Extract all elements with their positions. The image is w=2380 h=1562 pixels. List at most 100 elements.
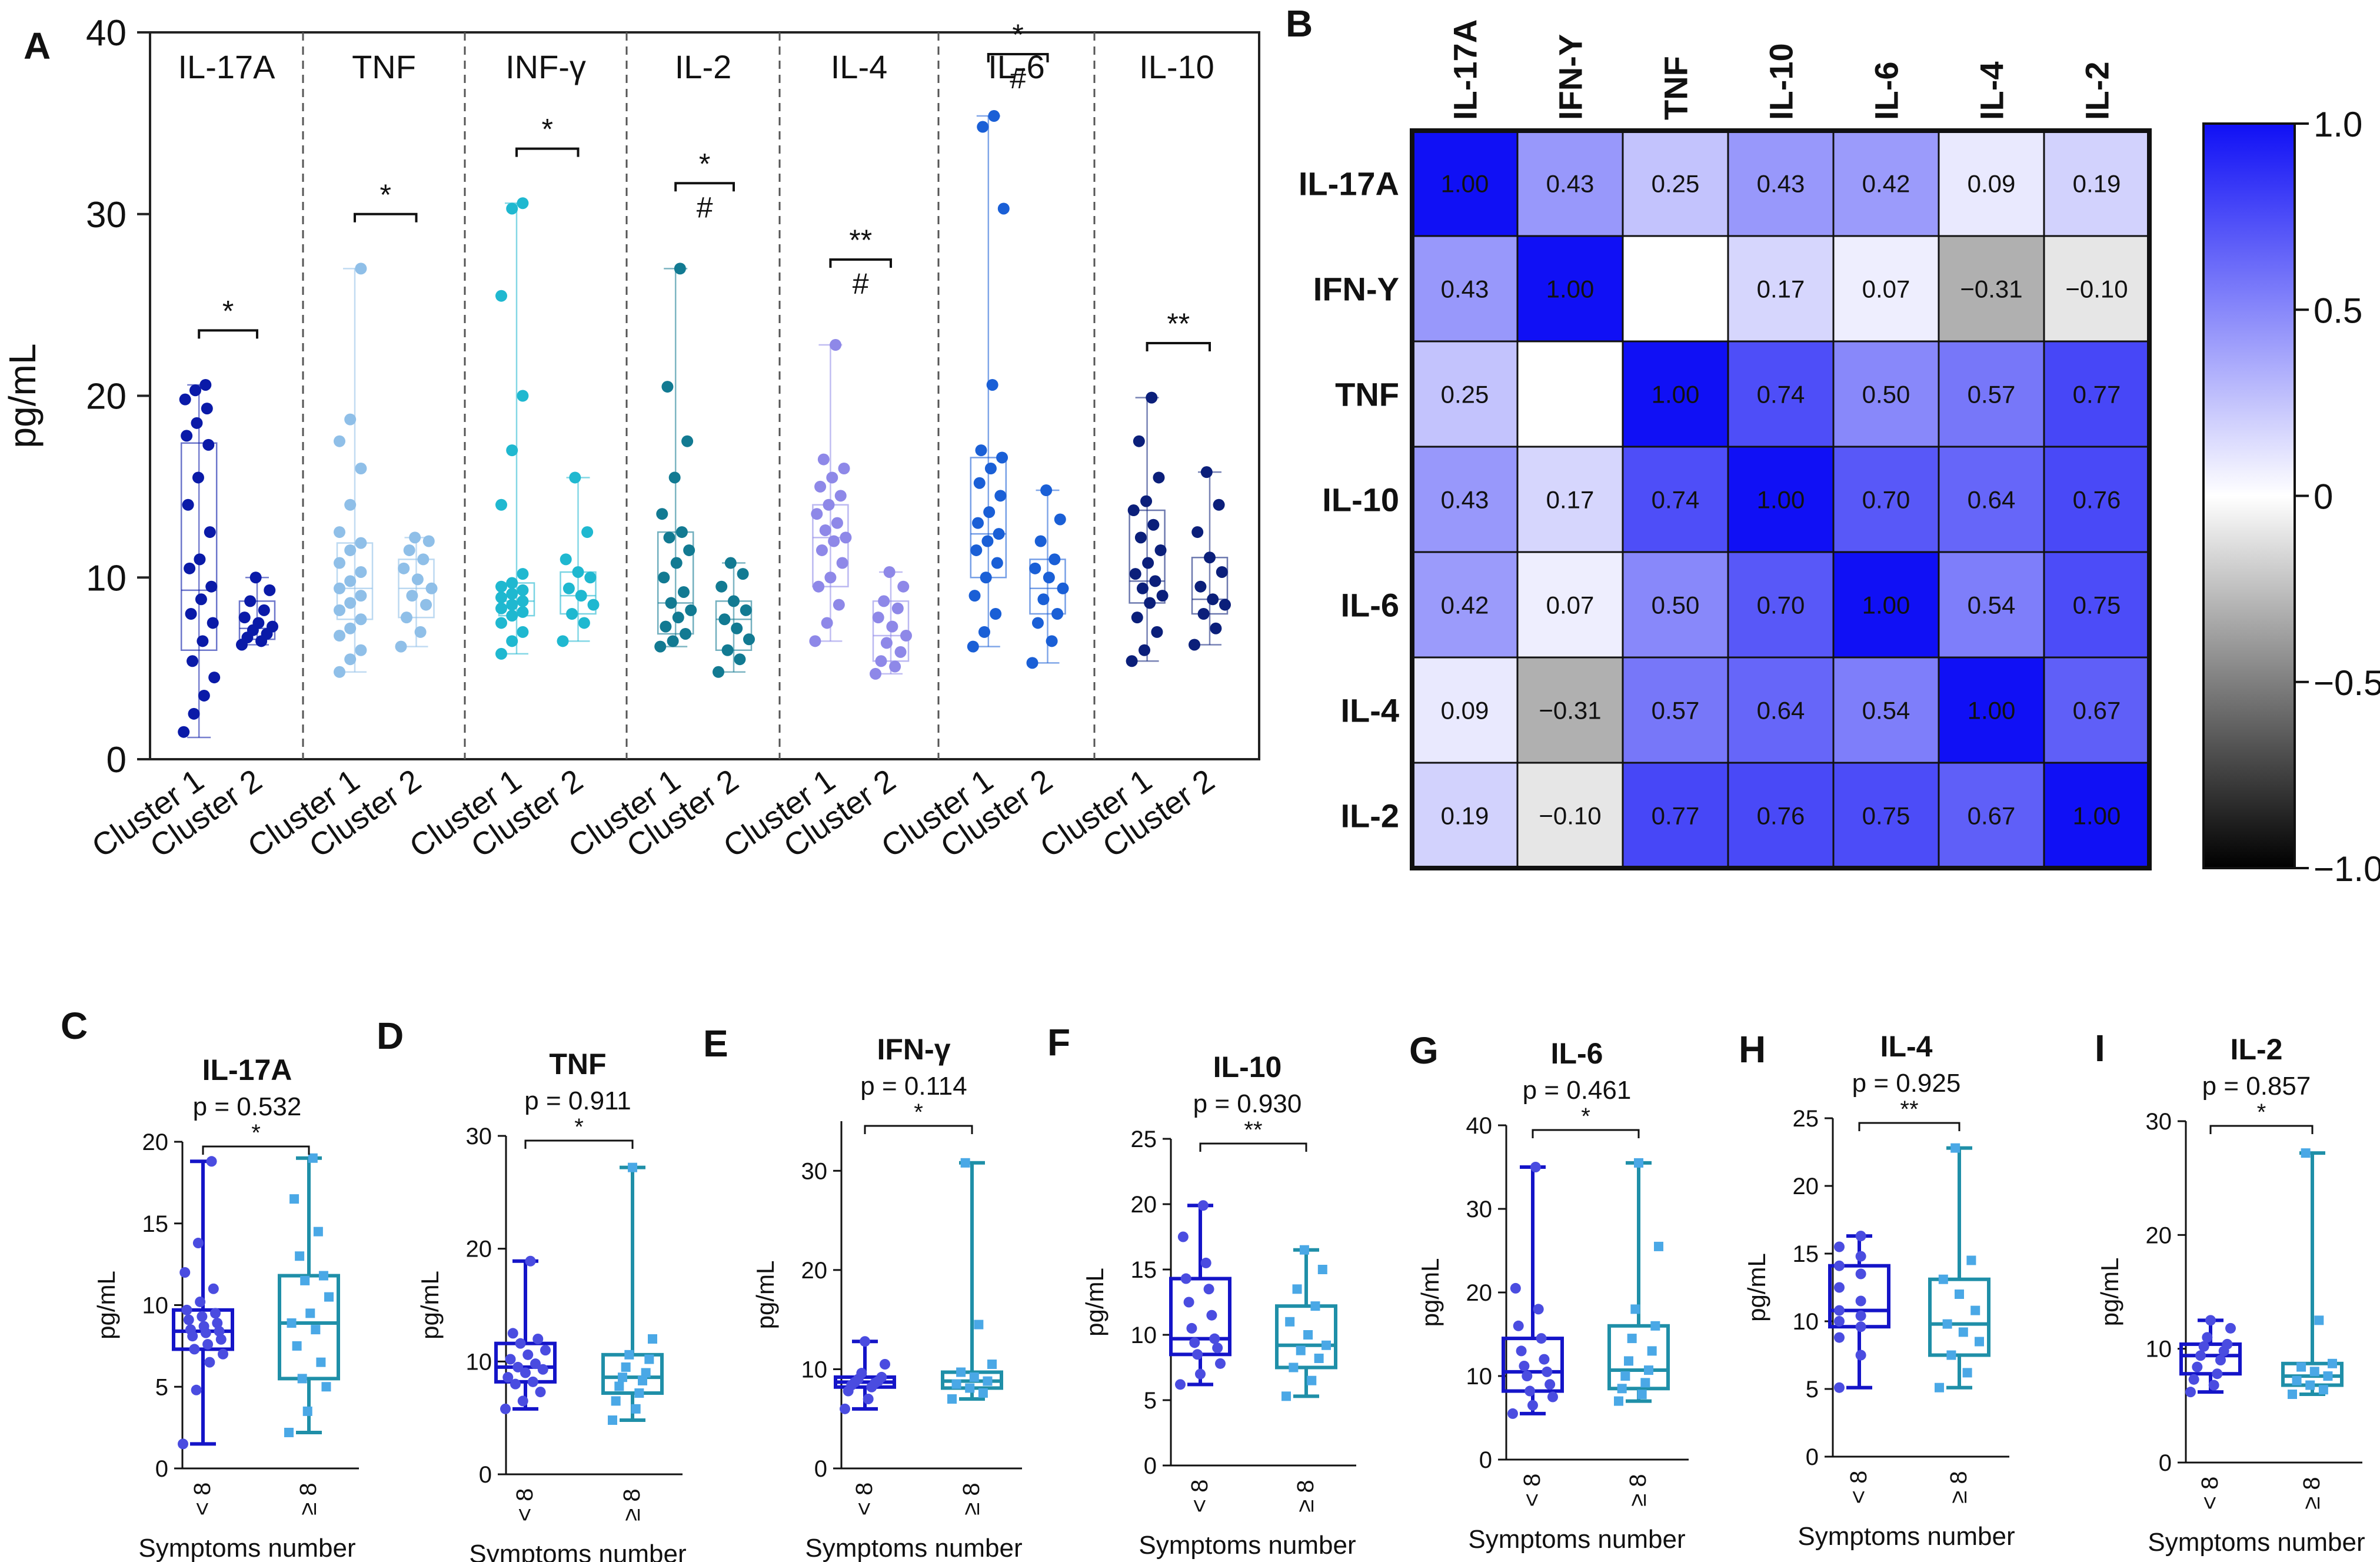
y-tick-label: 20: [142, 1129, 169, 1155]
data-point: [1054, 513, 1066, 526]
data-point: [960, 1158, 970, 1168]
data-point: [740, 604, 752, 616]
data-point: [569, 471, 581, 484]
significance-bracket: [2209, 1125, 2314, 1134]
heatmap-cell: [1832, 235, 1940, 343]
data-point: [1200, 1257, 1211, 1268]
data-point: [334, 666, 345, 678]
box: [336, 542, 374, 620]
heatmap-value: 1.00: [1441, 170, 1489, 198]
heatmap-value: 0.42: [1441, 591, 1489, 619]
y-tick-label: 10: [142, 1293, 169, 1319]
heatmap-cell: [1622, 446, 1729, 553]
data-point: [495, 290, 507, 302]
x-axis-label: Symptoms number: [1468, 1525, 1685, 1554]
data-point: [1516, 1345, 1527, 1357]
heatmap-cell: [1411, 446, 1519, 553]
heatmap-col-label: IL-17A: [1447, 19, 1484, 120]
data-point: [1127, 504, 1140, 517]
heatmap-value: 0.43: [1757, 170, 1805, 198]
data-point: [984, 463, 997, 474]
heatmap-row-label: IFN-Y: [1313, 271, 1399, 308]
data-point: [1026, 657, 1038, 669]
data-point: [1149, 575, 1161, 587]
data-point: [1834, 1316, 1845, 1327]
heatmap-cell: [1516, 551, 1624, 659]
data-point: [1507, 1408, 1518, 1419]
y-tick-label: 30: [466, 1124, 492, 1149]
p-value: p = 0.911: [524, 1086, 631, 1115]
data-point: [1133, 435, 1145, 447]
data-point: [2185, 1387, 2196, 1398]
panel-label-B: B: [1286, 2, 1313, 45]
data-point: [1955, 1290, 1964, 1299]
data-point: [972, 517, 984, 529]
y-axis-label: pg/mL: [92, 1271, 120, 1340]
heatmap-value: 0.75: [2073, 591, 2121, 619]
data-point: [414, 626, 427, 638]
data-point: [1207, 593, 1219, 606]
data-point: [978, 626, 990, 638]
data-point: [815, 544, 828, 556]
data-point: [836, 557, 848, 569]
panel-f: 0 5 10 15 20 25 pg/mL IL-10 p = 0.930 < 8 ≥ 8 ** Sym…: [1081, 1051, 1356, 1560]
x-axis-label: Symptoms number: [1798, 1522, 2015, 1551]
data-point: [201, 403, 213, 415]
data-point: [993, 528, 1005, 540]
heatmap-value: 0.43: [1441, 275, 1489, 303]
data-point: [638, 1375, 647, 1385]
heatmap-col-label: IFN-Y: [1552, 34, 1589, 120]
y-axis-label: pg/mL: [751, 1261, 779, 1330]
data-point: [1204, 551, 1216, 564]
data-point: [202, 1339, 214, 1350]
data-point: [1057, 582, 1069, 594]
heatmap-value: 0.70: [1757, 591, 1805, 619]
data-point: [267, 620, 278, 633]
panel-label-G: G: [1409, 1029, 1439, 1072]
data-point: [212, 1318, 223, 1329]
data-point: [1935, 1382, 1944, 1392]
data-point: [889, 660, 901, 673]
data-point: [973, 477, 986, 489]
data-point: [731, 622, 743, 634]
data-point: [1037, 593, 1050, 606]
data-point: [2195, 1350, 2206, 1361]
y-tick-label: 0: [106, 740, 127, 780]
data-point: [1650, 1321, 1660, 1331]
data-point: [1524, 1385, 1536, 1397]
data-point: [951, 1379, 961, 1389]
data-point: [981, 535, 994, 547]
heatmap-value: 0.25: [1441, 381, 1489, 408]
heatmap-row-label: IL-17A: [1299, 165, 1399, 202]
heatmap-value: 0.57: [1968, 381, 2016, 408]
data-point: [900, 630, 912, 642]
data-point: [830, 339, 842, 351]
colorbar-tick-label: −1.0: [2314, 849, 2380, 889]
data-point: [2202, 1332, 2213, 1343]
data-point: [654, 640, 667, 653]
y-tick-label: 20: [86, 377, 127, 417]
data-point: [522, 1349, 534, 1360]
data-point: [1544, 1379, 1556, 1390]
data-point: [1966, 1255, 1976, 1265]
data-point: [182, 498, 194, 511]
heatmap-value: 0.09: [1441, 697, 1489, 724]
data-point: [292, 1341, 302, 1351]
box: [1169, 1277, 1231, 1357]
data-point: [187, 655, 199, 667]
x-tick-label: < 8: [1187, 1480, 1213, 1513]
significance-bracket: [829, 258, 892, 268]
data-point: [403, 544, 415, 556]
data-point: [178, 1438, 188, 1450]
y-tick-label: 40: [86, 13, 127, 54]
data-point: [1129, 568, 1141, 580]
data-point: [969, 1372, 979, 1382]
group-title: IL-2: [675, 48, 732, 85]
data-point: [344, 413, 357, 426]
data-point: [660, 620, 672, 633]
heatmap-cell: [1516, 340, 1624, 448]
heatmap-col-label: IL-2: [2079, 61, 2116, 120]
panel-label-H: H: [1739, 1028, 1766, 1071]
data-point: [1654, 1241, 1663, 1251]
